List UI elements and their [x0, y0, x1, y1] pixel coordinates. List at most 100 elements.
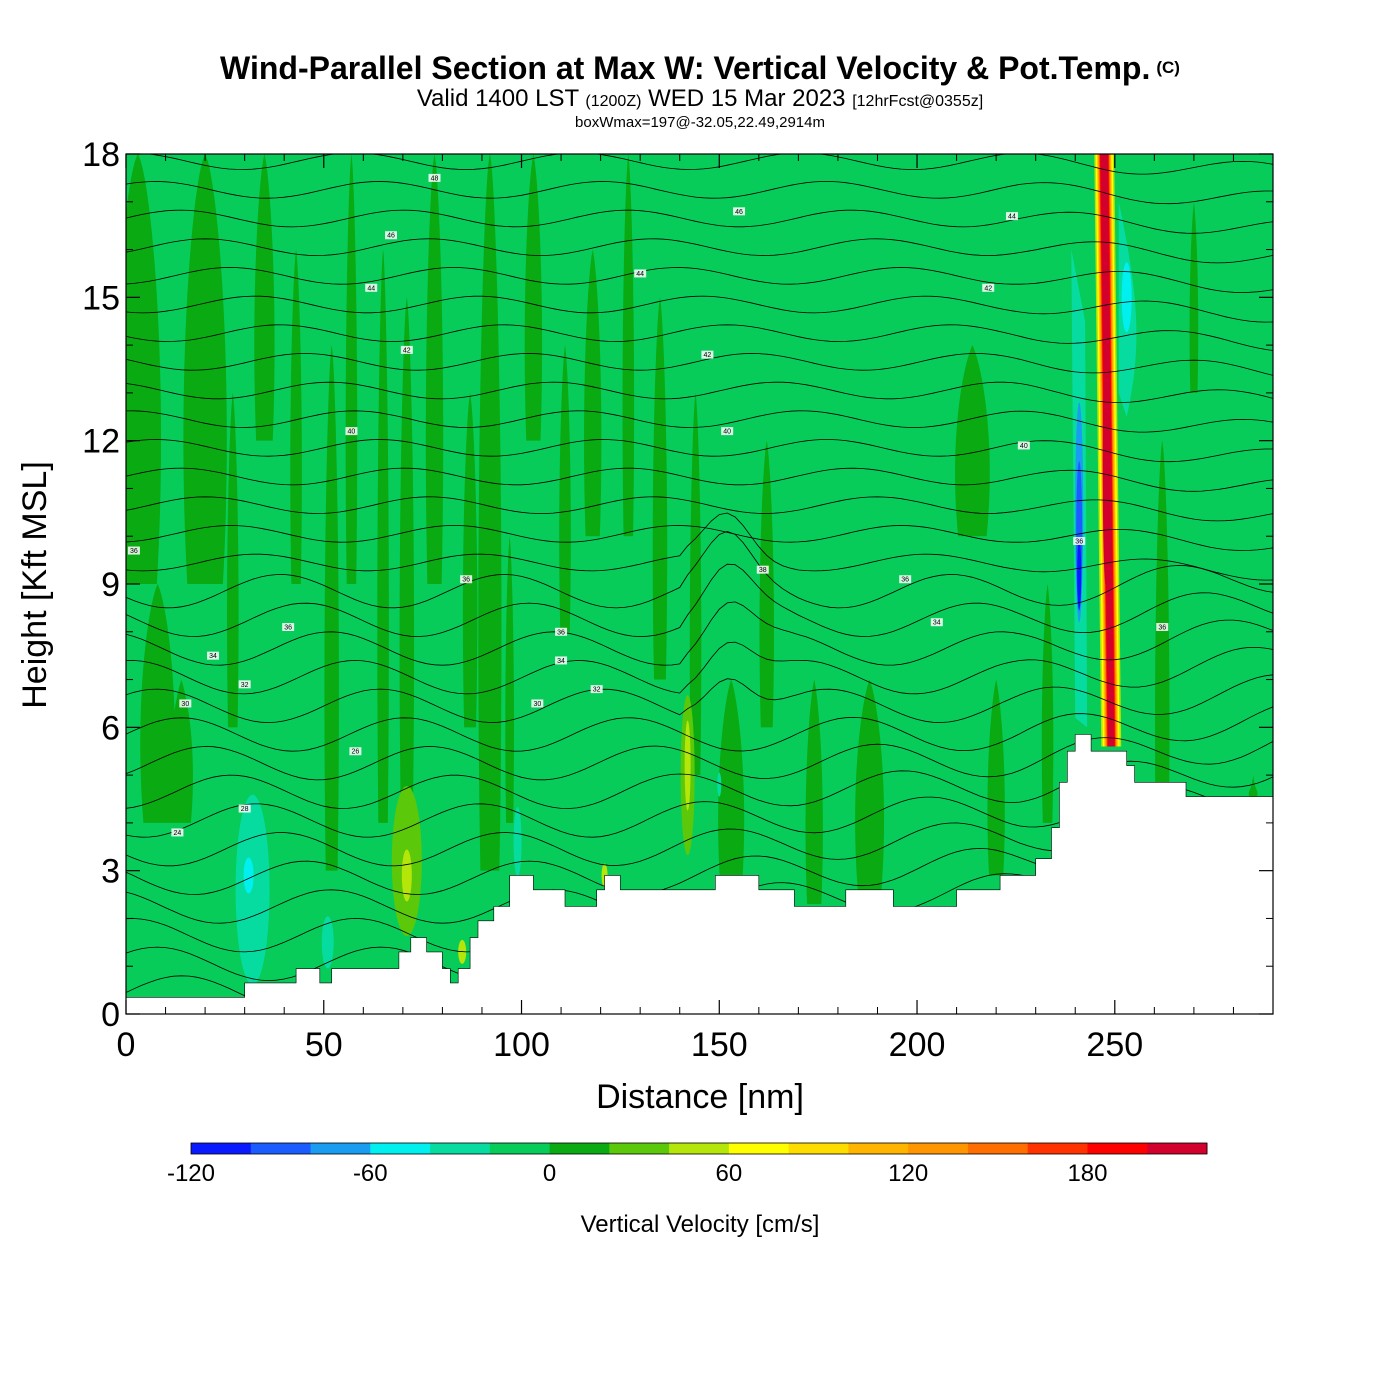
- contour-label-bg: [345, 427, 358, 436]
- contour-label-bg: [282, 623, 295, 631]
- theta-isentrope: [126, 410, 1273, 433]
- w-streak: [290, 249, 302, 585]
- y-tick-label: 15: [82, 279, 120, 317]
- colorbar-label: Vertical Velocity [cm/s]: [581, 1211, 820, 1238]
- contour-label-bg: [127, 546, 140, 555]
- theta-isentrope: [126, 267, 1273, 293]
- colorbar-swatch: [908, 1143, 969, 1154]
- contour-label-bg: [460, 575, 473, 584]
- contour-label: 36: [284, 625, 292, 632]
- weak-updraft-core: [401, 849, 412, 902]
- colorbar-swatch: [848, 1143, 909, 1154]
- colorbar-tick-label: -60: [353, 1160, 388, 1187]
- contour-label-bg: [733, 207, 746, 216]
- colorbar-swatch: [1087, 1143, 1148, 1154]
- colorbar-swatch: [430, 1143, 491, 1154]
- contour-label-bg: [207, 651, 220, 660]
- contour-label-bg: [1017, 441, 1030, 450]
- contour-label-bg: [756, 565, 769, 574]
- theta-isentrope: [126, 324, 1273, 351]
- w-streak: [126, 154, 162, 584]
- w-streak: [169, 679, 193, 823]
- contour-label: 30: [533, 701, 541, 708]
- theta-isentrope: [126, 706, 1273, 752]
- contour-label-bg: [721, 427, 734, 436]
- x-tick-label: 50: [305, 1026, 343, 1064]
- contour-label: 48: [431, 175, 439, 182]
- colorbar: -120 -60 0 60 120 180: [167, 1142, 1208, 1187]
- w-streak: [987, 679, 1005, 876]
- contour-label-bg: [899, 575, 912, 584]
- weak-downdraft-area: [235, 794, 270, 985]
- w-streak: [140, 584, 176, 823]
- contour-label-bg: [179, 699, 192, 708]
- colorbar-swatch: [669, 1143, 730, 1154]
- contour-label: 44: [367, 285, 375, 292]
- contour-label-bg: [531, 699, 544, 708]
- contour-label-bg: [1156, 623, 1169, 631]
- contour-label: 34: [209, 653, 217, 660]
- x-tick-label: 150: [691, 1026, 748, 1064]
- contour-label-layer: 48 46 46 44 44 44 42 42 42 40 40 40 36 36 38 36 36 36 36 36…: [127, 173, 1169, 837]
- y-axis-label: Height [Kft MSL]: [16, 461, 54, 709]
- contour-label: 46: [735, 209, 743, 216]
- colorbar-tick-label: 0: [543, 1160, 556, 1187]
- terrain-profile: [126, 734, 1273, 1014]
- x-tick-label: 0: [117, 1026, 136, 1064]
- contour-label-bg: [634, 269, 647, 278]
- colorbar-tick-label: 60: [716, 1160, 743, 1187]
- contour-label: 36: [557, 629, 565, 636]
- contour-label: 42: [984, 285, 992, 292]
- title-block: Wind-Parallel Section at Max W: Vertical…: [0, 50, 1400, 130]
- x-tick-label: 200: [889, 1026, 946, 1064]
- w-streak: [254, 154, 275, 441]
- contour-label: 38: [759, 567, 767, 574]
- w-streak: [183, 154, 227, 584]
- theta-isentrope: [145, 154, 1273, 175]
- w-streak: [377, 249, 389, 823]
- box-info: boxWmax=197@-32.05,22.49,2914m: [575, 114, 825, 131]
- contour-label: 36: [130, 548, 138, 555]
- theta-isentrope: [126, 563, 1273, 638]
- contour-label-bg: [930, 618, 943, 627]
- colorbar-tick-label: -120: [167, 1160, 215, 1187]
- y-tick-label: 6: [101, 709, 120, 747]
- w-streak: [1189, 201, 1199, 393]
- contour-label: 42: [704, 352, 712, 359]
- colorbar-swatch: [1027, 1143, 1088, 1154]
- theta-isentrope: [126, 674, 1273, 724]
- theta-isentrope: [126, 353, 1273, 376]
- w-field-layer: [126, 154, 1258, 985]
- chart-title: Wind-Parallel Section at Max W: Vertical…: [220, 50, 1180, 86]
- w-streak: [584, 249, 602, 537]
- contour-label-bg: [171, 828, 184, 837]
- theta-isentrope: [126, 512, 1273, 581]
- contour-label-bg: [982, 283, 995, 292]
- colorbar-swatch: [549, 1143, 610, 1154]
- w-streak: [805, 679, 823, 905]
- w-streak: [955, 345, 990, 537]
- colorbar-swatch: [728, 1143, 790, 1154]
- w-streak: [718, 679, 745, 890]
- contour-label: 24: [174, 830, 182, 837]
- contour-label-bg: [428, 173, 441, 182]
- contour-label: 36: [1158, 625, 1166, 632]
- colorbar-swatch: [1147, 1143, 1208, 1154]
- contour-label-bg: [590, 685, 603, 694]
- theta-isentrope: [126, 641, 1273, 695]
- contour-label: 26: [352, 749, 360, 756]
- y-tick-label: 9: [101, 566, 120, 604]
- theta-isentrope: [126, 496, 1273, 522]
- x-tick-label: 250: [1086, 1026, 1143, 1064]
- contour-label: 46: [387, 233, 395, 240]
- updraft-core: [1102, 344, 1109, 585]
- weak-downdraft-area: [717, 772, 722, 797]
- colorbar-swatch: [609, 1143, 670, 1154]
- copyright-mark: (C): [1156, 58, 1180, 77]
- theta-isentrope: [126, 601, 1273, 666]
- contour-label: 32: [241, 682, 249, 689]
- theta-isentrope: [126, 295, 1273, 323]
- y-tick-label: 12: [82, 423, 120, 461]
- contour-label-bg: [1073, 537, 1086, 545]
